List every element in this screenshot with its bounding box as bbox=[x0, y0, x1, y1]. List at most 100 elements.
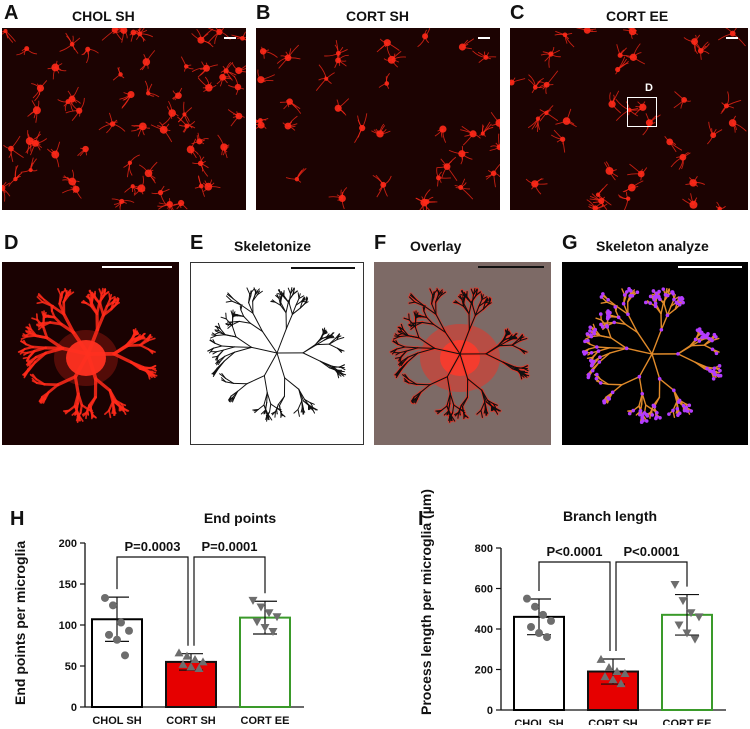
data-point bbox=[604, 662, 614, 671]
microglia-cell bbox=[328, 187, 348, 210]
data-point bbox=[670, 580, 680, 589]
microglia-cell bbox=[77, 145, 89, 157]
microglia-cell bbox=[324, 40, 348, 66]
data-point bbox=[174, 648, 184, 657]
data-point bbox=[121, 651, 129, 660]
p-value-label: P=0.0001 bbox=[201, 539, 257, 554]
microglia-cell bbox=[682, 193, 698, 209]
microglia-cell bbox=[436, 167, 451, 187]
microglia-cell bbox=[3, 135, 24, 163]
microglia-cell bbox=[417, 28, 431, 48]
microglia-cell bbox=[20, 157, 38, 173]
microglia-cell bbox=[555, 108, 577, 128]
scale-bar bbox=[224, 37, 236, 39]
microglia-cell bbox=[31, 80, 48, 102]
microglia-cell bbox=[162, 100, 179, 126]
microglia-cell bbox=[460, 125, 481, 146]
data-point bbox=[678, 597, 688, 606]
microglia-cell bbox=[434, 125, 447, 143]
significance-bracket bbox=[116, 556, 189, 646]
microglia-cell bbox=[604, 161, 619, 181]
microglia-cell bbox=[623, 28, 638, 40]
data-point bbox=[527, 622, 535, 631]
chart-svg: 0 50 100 150 200 CHOL SH CORT SH CORT EE P=0.000… bbox=[59, 538, 304, 725]
microglia-cell bbox=[112, 66, 125, 81]
data-point bbox=[252, 618, 262, 627]
microglia-cell bbox=[123, 154, 140, 178]
microglia-cell bbox=[715, 201, 726, 210]
chart-end-points: End points End points per microglia 0 50 1… bbox=[10, 500, 390, 725]
x-tick-label: CORT EE bbox=[241, 715, 290, 725]
scale-bar bbox=[291, 267, 355, 269]
microglia-cell bbox=[472, 50, 497, 63]
microglia-cell bbox=[259, 46, 278, 59]
microglia-cell bbox=[282, 115, 298, 131]
microglia-cell bbox=[192, 155, 209, 177]
microglia-cell bbox=[670, 151, 691, 170]
overlay-drawing bbox=[389, 287, 531, 424]
microglia-cell bbox=[220, 61, 237, 81]
microglia-cell bbox=[315, 64, 335, 91]
microglia-cell bbox=[191, 132, 209, 145]
microglia-cell bbox=[525, 178, 548, 195]
data-point bbox=[535, 629, 543, 638]
data-point bbox=[109, 601, 117, 610]
data-point bbox=[186, 662, 196, 671]
micrograph-cort-ee: D bbox=[510, 28, 748, 210]
microglia-cell bbox=[139, 50, 156, 71]
data-point bbox=[194, 663, 204, 672]
microglia-field-cort-ee bbox=[510, 28, 747, 210]
microglia-cell bbox=[673, 91, 692, 109]
microglia-cell bbox=[608, 90, 622, 114]
data-point bbox=[198, 657, 208, 666]
microglia-cell bbox=[138, 161, 158, 184]
data-point bbox=[612, 667, 622, 676]
microglia-cell bbox=[59, 32, 81, 54]
microglia-cell bbox=[186, 138, 199, 159]
data-point bbox=[674, 621, 684, 630]
scale-bar bbox=[678, 266, 742, 268]
microglia-cell bbox=[720, 91, 742, 115]
data-point bbox=[547, 616, 555, 625]
microglia-cell bbox=[634, 101, 647, 115]
chart-title: End points bbox=[203, 510, 277, 526]
microglia-cell bbox=[112, 28, 128, 43]
y-tick-label: 200 bbox=[59, 538, 77, 550]
microglia-cell bbox=[124, 184, 146, 195]
microglia-cell bbox=[16, 46, 38, 56]
microglia-cell bbox=[415, 196, 438, 210]
skeleton-lines bbox=[207, 287, 347, 422]
skeleton-analyze-panel bbox=[562, 262, 748, 445]
microglia-cell bbox=[172, 87, 183, 101]
y-tick-label: 0 bbox=[71, 702, 77, 714]
data-point bbox=[105, 630, 113, 639]
microglia-cell bbox=[489, 133, 500, 152]
microglia-cell bbox=[454, 178, 474, 200]
chart-title: Branch length bbox=[562, 508, 658, 524]
microglia-cell bbox=[285, 168, 307, 183]
data-point bbox=[178, 659, 188, 668]
microglia-cell bbox=[383, 50, 406, 68]
data-point bbox=[682, 629, 692, 638]
overlay-panel bbox=[374, 262, 551, 445]
x-tick-label: CORT SH bbox=[166, 715, 216, 725]
microglia-cell bbox=[177, 101, 193, 129]
significance-bracket bbox=[193, 556, 266, 646]
microglia-cell bbox=[279, 98, 302, 114]
microglia-cell bbox=[436, 156, 458, 182]
microglia-cell bbox=[144, 80, 160, 98]
microglia-cell bbox=[595, 183, 612, 206]
panel-title-overlay: Overlay bbox=[410, 238, 462, 254]
panel-title-skeletonize: Skeletonize bbox=[234, 238, 312, 254]
microglia-cell bbox=[191, 28, 214, 48]
x-tick-label: CHOL SH bbox=[92, 715, 141, 725]
skeleton-drawing bbox=[207, 287, 347, 422]
microglia-cell bbox=[227, 109, 245, 127]
data-point bbox=[117, 618, 125, 627]
microglia-cell bbox=[62, 169, 80, 186]
microglia-cell bbox=[617, 191, 631, 210]
panel-letter-g: G bbox=[562, 232, 578, 254]
chart-branch-length: Branch length Process length per microgl… bbox=[418, 489, 750, 725]
inset-label-d: D bbox=[645, 82, 653, 94]
panel-letter-b: B bbox=[256, 2, 271, 24]
